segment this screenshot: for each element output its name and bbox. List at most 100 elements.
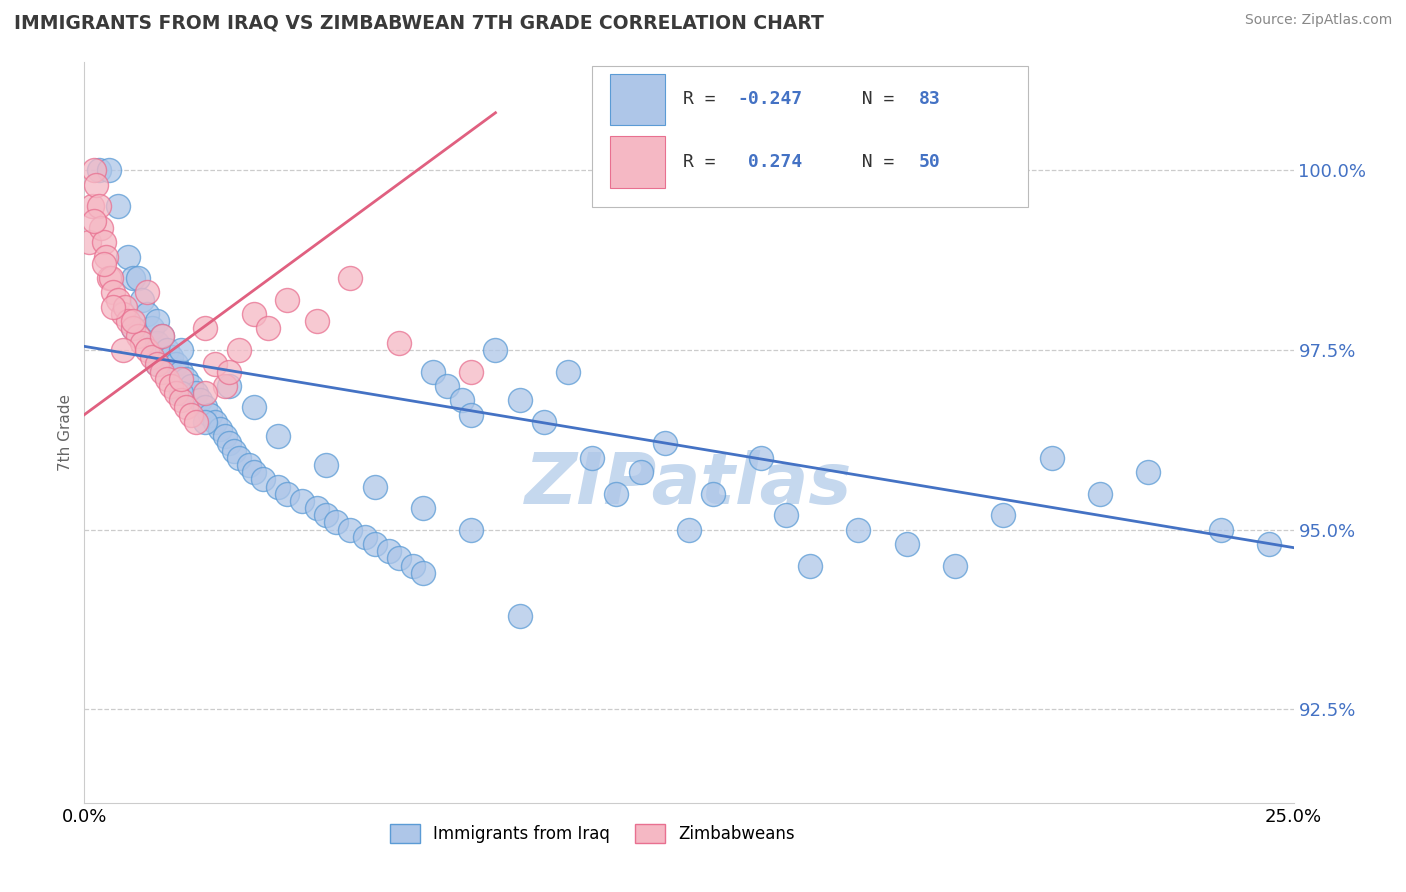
Point: [77, 235, 100, 249]
Point: [97, 163, 120, 178]
Point: [509, 608, 531, 623]
Point: [170, 386, 193, 401]
Point: [218, 365, 240, 379]
Point: [150, 328, 173, 343]
Point: [305, 501, 328, 516]
Point: [460, 523, 482, 537]
Point: [198, 408, 221, 422]
Point: [180, 379, 202, 393]
Point: [146, 357, 169, 371]
Point: [1258, 537, 1281, 551]
Point: [238, 458, 260, 472]
Point: [117, 250, 139, 264]
Point: [170, 365, 193, 379]
Point: [218, 379, 240, 393]
Point: [114, 300, 136, 314]
Point: [509, 393, 531, 408]
Point: [94, 250, 117, 264]
Point: [291, 494, 314, 508]
Point: [228, 450, 250, 465]
Point: [678, 523, 700, 537]
Point: [267, 429, 290, 443]
Point: [121, 321, 143, 335]
Point: [136, 307, 159, 321]
Point: [252, 472, 274, 486]
Point: [184, 386, 207, 401]
Point: [194, 386, 217, 401]
Point: [228, 343, 250, 357]
Point: [174, 401, 197, 415]
Point: [194, 401, 217, 415]
Point: [305, 314, 328, 328]
Point: [214, 379, 236, 393]
Point: [993, 508, 1015, 523]
Point: [170, 393, 193, 408]
Point: [354, 530, 377, 544]
Point: [214, 429, 236, 443]
Point: [846, 523, 869, 537]
Point: [83, 163, 105, 178]
Point: [160, 350, 183, 364]
Point: [325, 516, 347, 530]
Point: [208, 422, 231, 436]
FancyBboxPatch shape: [610, 73, 665, 126]
Point: [484, 343, 506, 357]
FancyBboxPatch shape: [610, 136, 665, 188]
Text: ZIPatlas: ZIPatlas: [526, 450, 852, 519]
Point: [121, 271, 143, 285]
Point: [103, 285, 125, 300]
Point: [276, 293, 298, 307]
Point: [218, 436, 240, 450]
Point: [180, 408, 202, 422]
Point: [146, 314, 169, 328]
Point: [257, 321, 280, 335]
Point: [160, 379, 183, 393]
Point: [93, 257, 115, 271]
Point: [117, 314, 139, 328]
Point: [170, 372, 193, 386]
Point: [1040, 450, 1063, 465]
Point: [141, 350, 163, 364]
FancyBboxPatch shape: [592, 66, 1028, 207]
Text: 0.274: 0.274: [737, 153, 803, 171]
Point: [121, 314, 143, 328]
Point: [87, 163, 110, 178]
Point: [194, 415, 217, 429]
Point: [155, 343, 177, 357]
Point: [93, 235, 115, 249]
Point: [136, 343, 159, 357]
Point: [315, 508, 337, 523]
Point: [339, 523, 361, 537]
Point: [127, 271, 149, 285]
Point: [943, 558, 966, 573]
Point: [121, 321, 143, 335]
Point: [194, 321, 217, 335]
Text: Source: ZipAtlas.com: Source: ZipAtlas.com: [1244, 13, 1392, 28]
Point: [533, 415, 555, 429]
Point: [450, 393, 472, 408]
Point: [242, 465, 264, 479]
Text: 83: 83: [918, 90, 941, 109]
Point: [422, 365, 444, 379]
Point: [363, 537, 385, 551]
Point: [605, 486, 627, 500]
Point: [131, 293, 153, 307]
Point: [204, 357, 226, 371]
Legend: Immigrants from Iraq, Zimbabweans: Immigrants from Iraq, Zimbabweans: [382, 817, 801, 850]
Point: [276, 486, 298, 500]
Point: [204, 415, 226, 429]
Point: [146, 357, 169, 371]
Text: N =: N =: [841, 90, 905, 109]
Point: [267, 479, 290, 493]
Point: [107, 199, 129, 213]
Text: IMMIGRANTS FROM IRAQ VS ZIMBABWEAN 7TH GRADE CORRELATION CHART: IMMIGRANTS FROM IRAQ VS ZIMBABWEAN 7TH G…: [14, 13, 824, 32]
Point: [1137, 465, 1160, 479]
Point: [112, 307, 135, 321]
Point: [150, 328, 173, 343]
Point: [388, 335, 411, 350]
Point: [141, 321, 163, 335]
Text: R =: R =: [683, 90, 727, 109]
Point: [184, 415, 207, 429]
Point: [751, 450, 773, 465]
Point: [412, 501, 434, 516]
